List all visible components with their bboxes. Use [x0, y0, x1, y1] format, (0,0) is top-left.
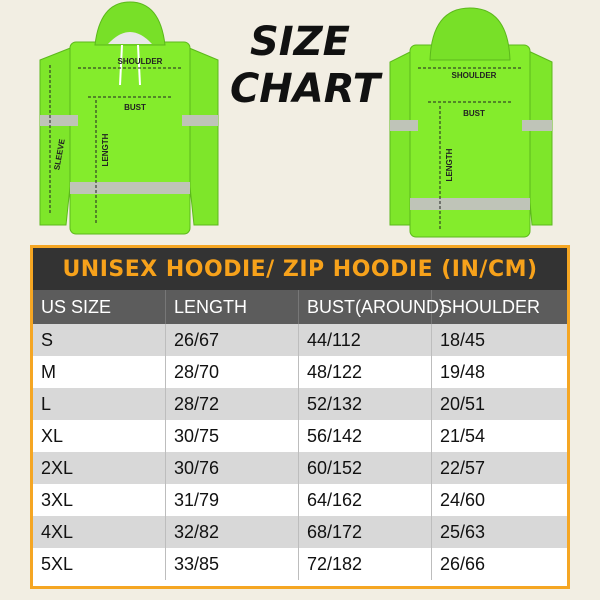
table-cell: L [33, 388, 166, 420]
table-title: UNISEX HOODIE/ ZIP HOODIE (IN/CM) [33, 248, 567, 290]
table-cell: 64/162 [299, 484, 432, 516]
back-hoodie [389, 7, 553, 238]
table-row: 5XL 33/85 72/182 26/66 [33, 548, 567, 580]
table-cell: XL [33, 420, 166, 452]
table-cell: 20/51 [440, 393, 486, 414]
table-cell: 60/152 [299, 452, 432, 484]
table-cell: 56/142 [299, 420, 432, 452]
title-line: CHART [230, 66, 383, 112]
table-cell: 4XL [33, 516, 166, 548]
header-row: US SIZE LENGTH BUST(AROUND) SHOULDER [33, 290, 567, 324]
table-cell: 25/63 [440, 521, 486, 542]
front-hoodie [39, 1, 219, 235]
measure-label: BUST [463, 109, 485, 118]
column-header: BUST(AROUND) [299, 290, 445, 324]
table-row: XL 30/75 56/142 21/54 [33, 420, 567, 452]
table-cell: 5XL [33, 548, 166, 580]
measure-label: LENGTH [101, 133, 110, 166]
measure-label: BUST [124, 103, 146, 112]
table-row: 2XL 30/76 60/152 22/57 [33, 452, 567, 484]
measure-label: SHOULDER [452, 71, 497, 80]
measure-label: SHOULDER [118, 57, 163, 66]
table-cell: 30/75 [166, 420, 299, 452]
table-row: L 28/72 52/132 20/51 [33, 388, 567, 420]
table-cell: 22/57 [440, 457, 486, 478]
table-cell: 31/79 [166, 484, 299, 516]
table-cell: 26/67 [166, 324, 299, 356]
table-cell: 33/85 [166, 548, 299, 580]
table-cell: S [33, 324, 166, 356]
table-cell: 52/132 [299, 388, 432, 420]
title-line: SIZE [250, 19, 350, 65]
table-cell: 30/76 [166, 452, 299, 484]
table-cell: 26/66 [440, 553, 486, 574]
table-cell: 18/45 [440, 329, 486, 350]
table-cell: 2XL [33, 452, 166, 484]
table-row: 3XL 31/79 64/162 24/60 [33, 484, 567, 516]
illustration: SIZE CHART SHOULDER BUST SLEEVE LENGTH S… [39, 1, 553, 238]
table-cell: 32/82 [166, 516, 299, 548]
table-cell: 28/72 [166, 388, 299, 420]
table-cell: 24/60 [440, 489, 486, 510]
table-row: S 26/67 44/112 18/45 [33, 324, 567, 356]
table-cell: 48/122 [299, 356, 432, 388]
table-row: 4XL 32/82 68/172 25/63 [33, 516, 567, 548]
table-cell: 19/48 [440, 361, 486, 382]
column-header: SHOULDER [440, 296, 541, 317]
table-cell: 44/112 [299, 324, 432, 356]
table-cell: 21/54 [440, 425, 486, 446]
measure-label: LENGTH [445, 148, 454, 181]
size-table: UNISEX HOODIE/ ZIP HOODIE (IN/CM) US SIZ… [30, 245, 570, 589]
column-header: LENGTH [166, 290, 299, 324]
table-cell: M [33, 356, 166, 388]
table-row: M 28/70 48/122 19/48 [33, 356, 567, 388]
table-cell: 28/70 [166, 356, 299, 388]
table-cell: 72/182 [299, 548, 432, 580]
table-cell: 68/172 [299, 516, 432, 548]
column-header: US SIZE [33, 290, 166, 324]
table-cell: 3XL [33, 484, 166, 516]
